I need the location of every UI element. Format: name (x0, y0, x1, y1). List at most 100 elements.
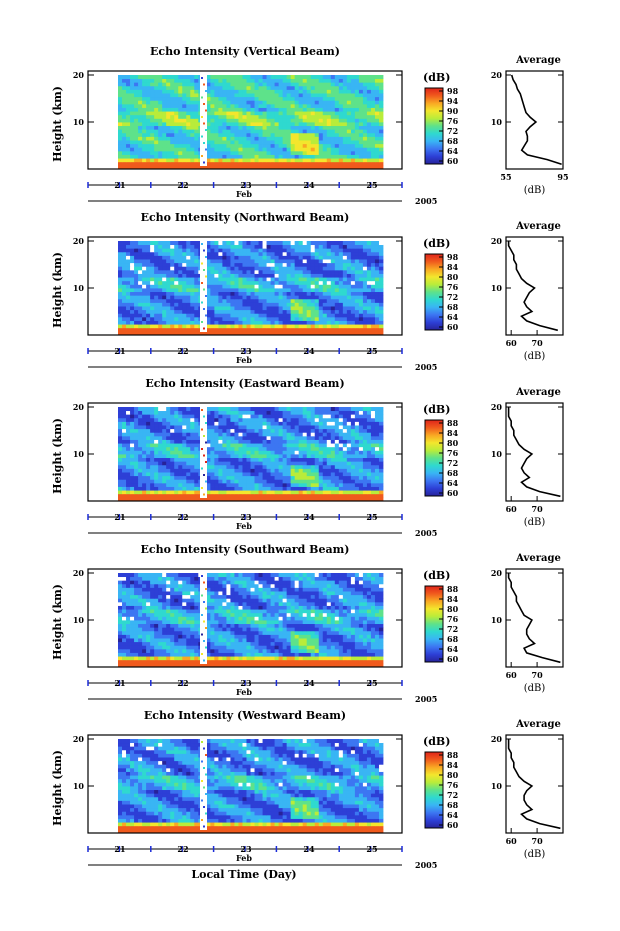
heatmap-cell (162, 273, 167, 278)
heatmap-cell (122, 490, 127, 495)
heatmap-cell (318, 82, 324, 87)
heatmap-cell (250, 479, 255, 484)
heatmap-cell (214, 125, 219, 130)
heatmap-cell (166, 241, 171, 246)
heatmap-cell (146, 277, 151, 282)
heatmap-cell (246, 251, 251, 256)
heatmap-cell (250, 486, 255, 491)
heatmap-cell (190, 251, 195, 256)
heatmap-cell (206, 298, 211, 303)
heatmap-cell (274, 277, 280, 282)
heatmap-cell (310, 266, 316, 271)
heatmap-cell (230, 479, 235, 484)
heatmap-cell (374, 96, 380, 101)
heatmap-cell (262, 298, 267, 303)
heatmap-cell (162, 493, 167, 498)
heatmap-cell (138, 313, 143, 318)
heatmap-cell (150, 450, 155, 455)
heatmap-cell (174, 468, 179, 473)
heatmap-cell (226, 107, 231, 112)
heatmap-cell (338, 161, 344, 166)
heatmap-cell (190, 140, 195, 145)
heatmap-cell (298, 288, 304, 293)
heatmap-cell (298, 103, 304, 108)
heatmap-cell (150, 103, 155, 108)
heatmap-cell (294, 446, 300, 451)
heatmap-cell (118, 273, 123, 278)
heatmap-cell (194, 446, 199, 451)
heatmap-cell (182, 280, 187, 285)
heatmap-cell (234, 161, 239, 166)
heatmap-cell (166, 161, 171, 166)
heatmap-cell (166, 490, 171, 495)
heatmap-cell (162, 468, 167, 473)
heatmap-cell (234, 450, 239, 455)
heatmap-cell (230, 309, 235, 314)
heatmap-cell (238, 111, 243, 116)
heatmap-cell (142, 313, 147, 318)
heatmap-cell (354, 295, 360, 300)
heatmap-cell (126, 464, 131, 469)
heatmap-cell (214, 479, 219, 484)
heatmap-cell (238, 75, 243, 80)
heatmap-cell (282, 103, 288, 108)
heatmap-cell (122, 132, 127, 137)
heatmap-cell (158, 443, 163, 448)
heatmap-cell (298, 93, 304, 98)
heatmap-cell (250, 324, 255, 329)
heatmap-cell (326, 432, 332, 437)
heatmap-cell (134, 291, 139, 296)
heatmap-cell (154, 327, 159, 332)
heatmap-cell (350, 78, 356, 83)
day-label: 25 (366, 346, 377, 356)
heatmap-cell (286, 479, 292, 484)
heatmap-cell (310, 331, 316, 336)
heatmap-cell (222, 306, 227, 311)
heatmap-cell (126, 100, 131, 105)
heatmap-cell (186, 89, 191, 94)
average-y-label: 10 (491, 117, 503, 127)
heatmap-cell (378, 132, 384, 137)
heatmap-cell (230, 454, 235, 459)
heatmap-cell (378, 464, 384, 469)
heatmap-cell (146, 443, 151, 448)
heatmap-cell (350, 89, 356, 94)
heatmap-cell (166, 443, 171, 448)
heatmap-cell (378, 277, 384, 282)
heatmap-cell (122, 89, 127, 94)
heatmap-cell (190, 450, 195, 455)
heatmap-cell (314, 277, 320, 282)
heatmap-cell (358, 114, 364, 119)
heatmap-cell (318, 140, 324, 145)
heatmap-cell (298, 85, 304, 90)
heatmap-cell (266, 284, 271, 289)
heatmap-cell (338, 85, 344, 90)
heatmap-cell (210, 284, 215, 289)
heatmap-cell (374, 288, 380, 293)
heatmap-cell (270, 450, 275, 455)
heatmap-cell (174, 111, 179, 116)
heatmap-cell (234, 241, 239, 246)
colorbar-tick-label: 72 (447, 126, 458, 136)
heatmap-cell (302, 486, 308, 491)
heatmap-cell (354, 103, 360, 108)
heatmap-cell (210, 486, 215, 491)
heatmap-cell (182, 475, 187, 480)
heatmap-cell (334, 316, 340, 321)
heatmap-cell (122, 475, 127, 480)
heatmap-cell (286, 165, 292, 170)
heatmap-cell (254, 161, 259, 166)
heatmap-cell (374, 241, 380, 246)
heatmap-cell (330, 136, 336, 141)
heatmap-cell (342, 316, 348, 321)
heatmap-cell (258, 96, 263, 101)
heatmap-cell (230, 114, 235, 119)
heatmap-cell (254, 425, 259, 430)
heatmap-cell (166, 114, 171, 119)
heatmap-cell (122, 446, 127, 451)
heatmap-cell (214, 327, 219, 332)
heatmap-cell (342, 143, 348, 148)
heatmap-cell (266, 439, 271, 444)
heatmap-cell (334, 244, 340, 249)
heatmap-cell (130, 107, 135, 112)
